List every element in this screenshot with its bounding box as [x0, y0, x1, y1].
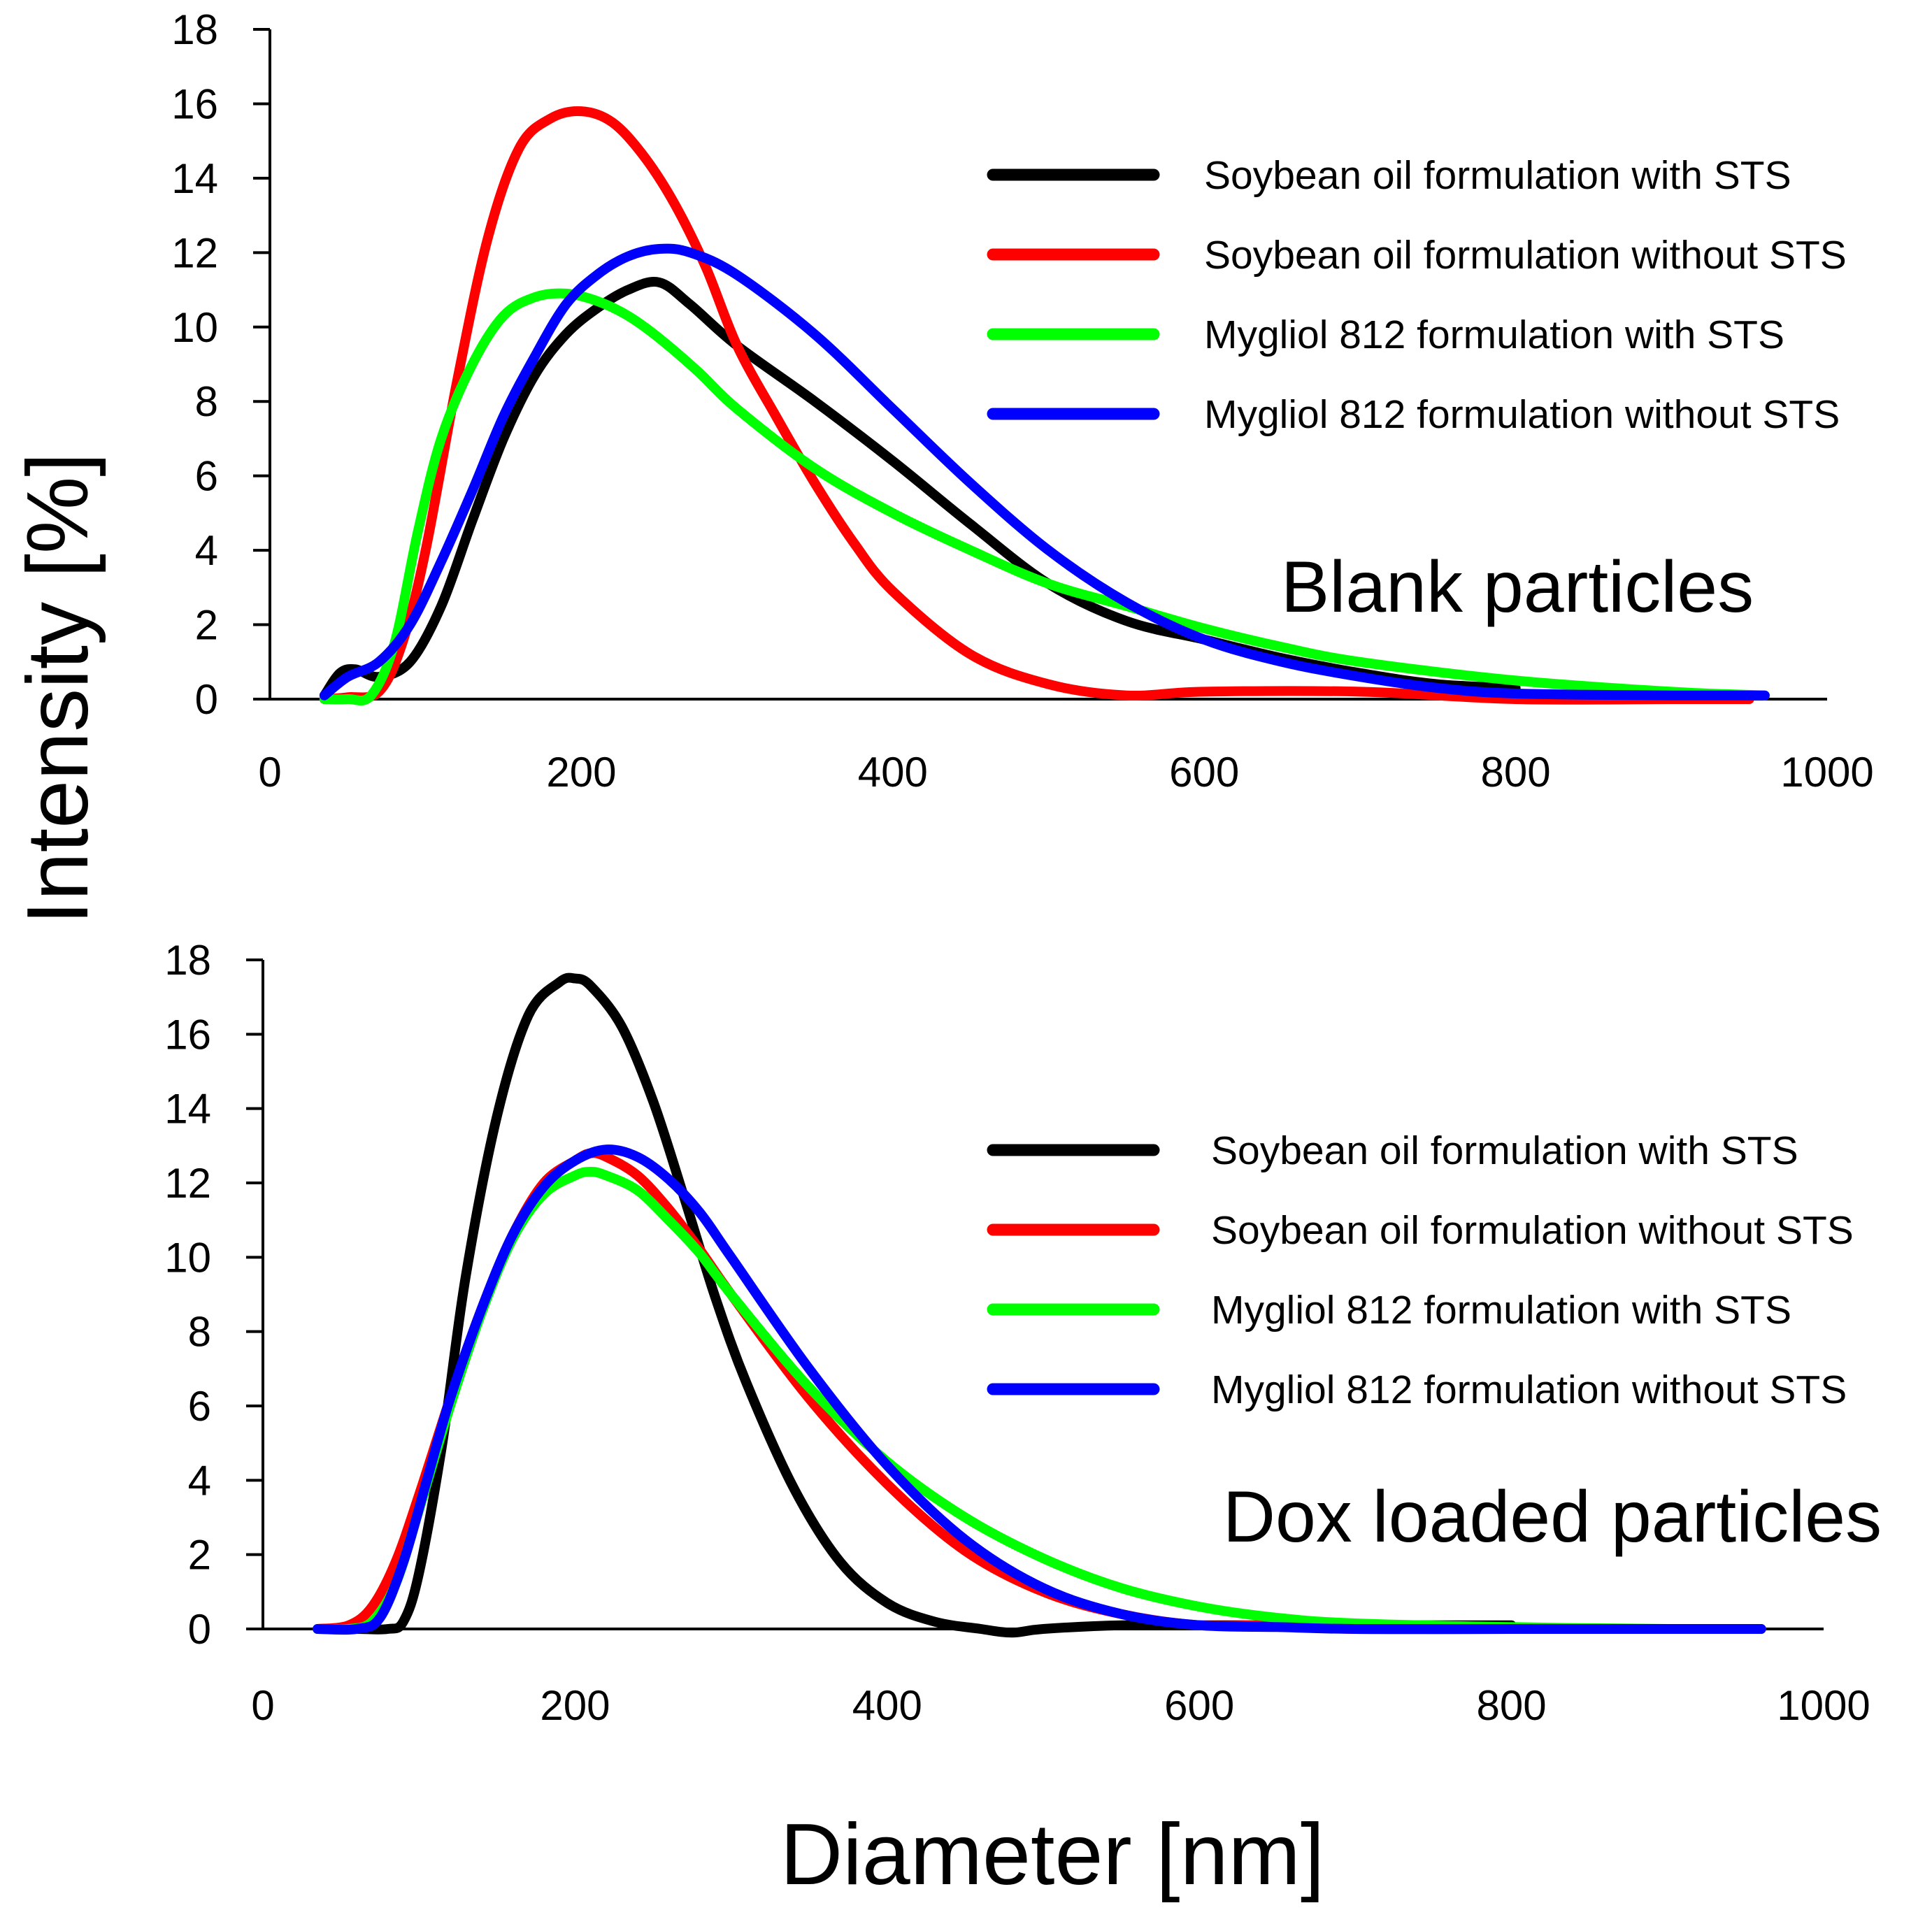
series-line-4 — [313, 1144, 1766, 1635]
legend-label-4: Mygliol 812 formulation without STS — [1211, 1367, 1847, 1412]
y-tick-label: 16 — [171, 80, 218, 127]
series-line-3 — [319, 288, 1770, 705]
y-tick-label: 2 — [188, 1532, 211, 1579]
x-axis-title: Diameter [nm] — [780, 1807, 1325, 1903]
x-tick-label: 600 — [1169, 749, 1239, 796]
dox-loaded-particles-panel: 0 2 4 6 8 10 12 14 16 18 0 200 400 600 800 1000 Soybean … — [164, 937, 1882, 1729]
y-tick-label: 14 — [171, 155, 218, 202]
x-tick-label: 1000 — [1777, 1682, 1870, 1729]
y-tick-label: 6 — [188, 1383, 211, 1430]
y-tick-label: 14 — [164, 1086, 211, 1133]
y-tick-label: 12 — [164, 1160, 211, 1207]
y-tick-label: 0 — [188, 1606, 211, 1653]
legend-label-2: Soybean oil formulation without STS — [1211, 1208, 1854, 1253]
x-tick-label: 400 — [852, 1682, 922, 1729]
x-tick-label: 800 — [1477, 1682, 1547, 1729]
x-tick-label: 1000 — [1780, 749, 1873, 796]
x-tick-label: 800 — [1481, 749, 1551, 796]
y-tick-label: 18 — [164, 937, 211, 984]
y-tick-label: 0 — [195, 676, 218, 723]
y-tick-label: 10 — [171, 304, 218, 351]
y-tick-label: 16 — [164, 1011, 211, 1058]
panel-title: Dox loaded particles — [1223, 1477, 1882, 1558]
y-tick-label: 12 — [171, 229, 218, 276]
x-tick-label: 200 — [540, 1682, 610, 1729]
y-tick-label: 10 — [164, 1234, 211, 1281]
blank-particles-panel: 0 2 4 6 8 10 12 14 16 18 0 200 400 600 800 1000 Soybean … — [171, 6, 1873, 796]
panel-title: Blank particles — [1281, 547, 1754, 628]
x-tick-label: 600 — [1164, 1682, 1234, 1729]
legend-label-4: Mygliol 812 formulation without STS — [1204, 392, 1840, 437]
y-tick-label: 2 — [195, 602, 218, 649]
y-tick-label: 4 — [195, 527, 218, 574]
x-tick-label: 400 — [858, 749, 928, 796]
legend-label-1: Soybean oil formulation with STS — [1211, 1128, 1798, 1173]
legend-label-3: Mygliol 812 formulation with STS — [1204, 313, 1784, 357]
y-tick-label: 18 — [171, 6, 218, 53]
x-tick-label: 0 — [258, 749, 281, 796]
legend-label-2: Soybean oil formulation without STS — [1204, 233, 1847, 278]
x-tick-label: 200 — [546, 749, 616, 796]
y-tick-label: 4 — [188, 1457, 211, 1504]
series-line-4 — [319, 243, 1770, 701]
legend-label-3: Mygliol 812 formulation with STS — [1211, 1288, 1791, 1333]
y-tick-label: 8 — [195, 378, 218, 425]
y-tick-label: 8 — [188, 1309, 211, 1356]
y-tick-label: 6 — [195, 453, 218, 500]
y-axis-title: Intensity [%] — [10, 452, 106, 924]
x-tick-label: 0 — [251, 1682, 274, 1729]
legend-label-1: Soybean oil formulation with STS — [1204, 153, 1791, 198]
